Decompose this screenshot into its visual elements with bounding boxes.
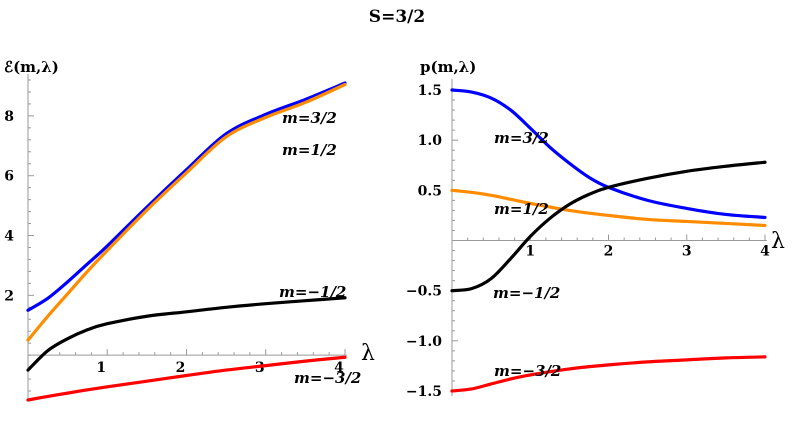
- y-tick-label: 1.0: [418, 133, 443, 149]
- x-tick-label: 3: [682, 244, 692, 260]
- y-axis-label: p(m,λ): [420, 58, 476, 76]
- right-chart-p: 1 2 3 4 −1.5 −1.0 −0.5 0.5 1.0 1.5 p(m,λ) λ m=3/2 m=1…: [406, 58, 785, 400]
- y-tick-label: 6: [4, 169, 14, 185]
- x-tick-label: 2: [176, 360, 186, 376]
- series-annotation: m=−3/2: [494, 362, 561, 380]
- y-tick-label: 8: [4, 109, 14, 125]
- series-line-2: [450, 160, 767, 293]
- series-line-3: [450, 355, 767, 393]
- series-annotation: m=−1/2: [493, 284, 560, 302]
- series-line-2: [26, 296, 347, 372]
- x-tick-label: 1: [96, 360, 106, 376]
- series-line-1: [450, 188, 767, 228]
- y-tick-label: 4: [4, 229, 14, 245]
- figure-title: S=3/2: [369, 7, 425, 27]
- x-axis-label: λ: [771, 229, 785, 254]
- series-line-1: [26, 82, 347, 342]
- y-tick-label: −0.5: [406, 284, 442, 300]
- series-annotation: m=3/2: [282, 109, 337, 127]
- y-tick-label: −1.0: [406, 334, 442, 350]
- series-line-0: [450, 88, 767, 220]
- y-tick-label: 2: [4, 288, 14, 304]
- series-annotation: m=−1/2: [279, 283, 346, 301]
- series-annotation: m=−3/2: [294, 369, 361, 387]
- x-tick-label: 4: [760, 244, 770, 260]
- series-annotation: m=1/2: [282, 141, 337, 159]
- y-tick-label: 0.5: [418, 183, 442, 199]
- series-line-3: [26, 355, 347, 402]
- series-annotation: m=3/2: [494, 129, 549, 147]
- x-axis-label: λ: [361, 341, 375, 366]
- x-tick-label: 1: [525, 244, 535, 260]
- x-tick-label: 3: [255, 360, 265, 376]
- y-tick-label: 1.5: [418, 83, 442, 99]
- x-tick-label: 4: [334, 360, 344, 376]
- y-tick-label: −1.5: [406, 384, 442, 400]
- x-tick-label: 2: [604, 244, 614, 260]
- series-annotation: m=1/2: [494, 200, 549, 218]
- left-chart-energy: 1 2 3 4 2 4 6 8 ℰ(m,λ) λ m=3/2 m=1/2 m=−1/2 m=−3/2: [4, 58, 375, 402]
- series-line-0: [26, 81, 347, 312]
- y-axis-label: ℰ(m,λ): [4, 58, 59, 76]
